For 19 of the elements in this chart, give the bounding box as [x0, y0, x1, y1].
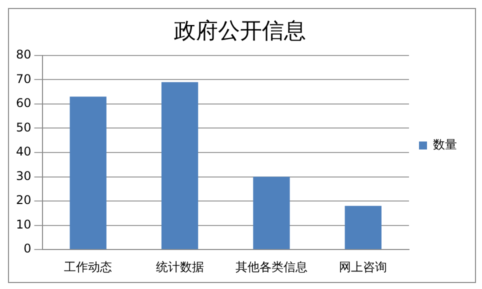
y-tick-label: 30	[16, 168, 32, 183]
x-tick-label: 统计数据	[156, 260, 204, 274]
bar	[253, 176, 290, 250]
x-tick-label: 其他各类信息	[235, 260, 308, 274]
y-tick-label: 0	[24, 242, 32, 256]
bar	[161, 82, 198, 250]
bar	[344, 206, 382, 250]
chart-title: 政府公开信息	[174, 18, 306, 44]
y-tick-label: 50	[16, 120, 32, 134]
y-tick-label: 20	[16, 193, 32, 208]
x-tick-label: 工作动态	[64, 260, 112, 274]
legend-label: 数量	[433, 138, 457, 152]
bar	[70, 96, 106, 250]
y-tick-label: 10	[16, 217, 32, 232]
y-tick-label: 60	[16, 96, 32, 110]
y-tick-label: 40	[16, 144, 32, 159]
y-tick-label: 80	[16, 48, 32, 62]
y-tick-label: 70	[16, 72, 32, 86]
x-tick-label: 网上咨询	[339, 260, 388, 274]
